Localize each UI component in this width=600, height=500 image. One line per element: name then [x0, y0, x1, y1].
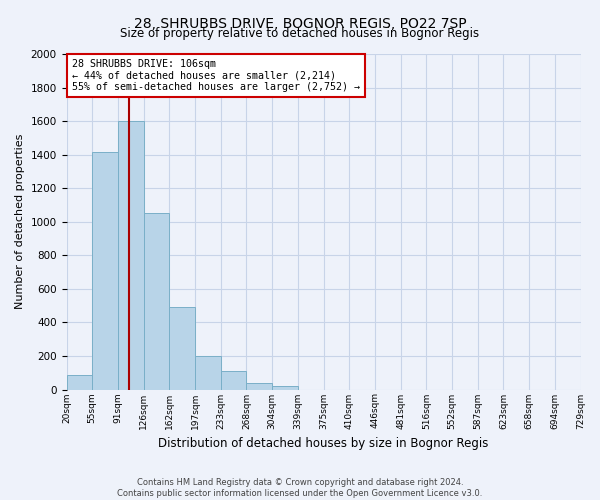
Text: 28 SHRUBBS DRIVE: 106sqm
← 44% of detached houses are smaller (2,214)
55% of sem: 28 SHRUBBS DRIVE: 106sqm ← 44% of detach… — [71, 59, 359, 92]
Text: 28, SHRUBBS DRIVE, BOGNOR REGIS, PO22 7SP: 28, SHRUBBS DRIVE, BOGNOR REGIS, PO22 7S… — [134, 18, 466, 32]
Bar — [221, 371, 247, 390]
Text: Contains HM Land Registry data © Crown copyright and database right 2024.
Contai: Contains HM Land Registry data © Crown c… — [118, 478, 482, 498]
Bar — [195, 356, 221, 390]
Bar — [169, 308, 195, 390]
Y-axis label: Number of detached properties: Number of detached properties — [15, 134, 25, 310]
X-axis label: Distribution of detached houses by size in Bognor Regis: Distribution of detached houses by size … — [158, 437, 489, 450]
Bar — [272, 386, 298, 390]
Bar — [118, 121, 143, 390]
Text: Size of property relative to detached houses in Bognor Regis: Size of property relative to detached ho… — [121, 28, 479, 40]
Bar — [92, 152, 118, 390]
Bar — [143, 214, 169, 390]
Bar — [247, 383, 272, 390]
Bar — [67, 376, 92, 390]
